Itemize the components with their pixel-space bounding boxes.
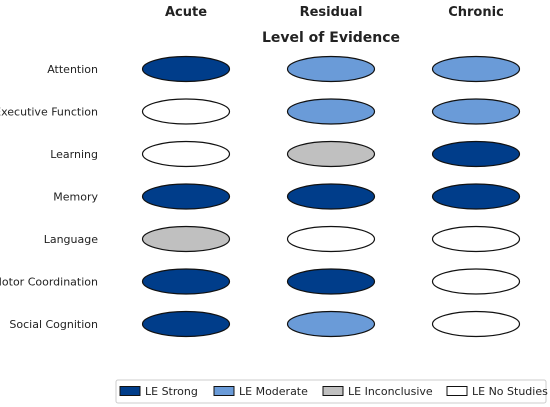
legend: LE Strong LE Moderate LE Inconclusive LE No… — [115, 379, 548, 404]
legend-swatch — [119, 386, 141, 396]
legend-label: LE Strong — [145, 385, 198, 398]
evidence-cell — [431, 268, 521, 295]
evidence-cell — [286, 310, 376, 338]
column-header-chronic: Chronic — [448, 5, 504, 20]
evidence-cell — [286, 98, 376, 125]
legend-swatch — [322, 386, 344, 396]
evidence-cell — [141, 310, 231, 338]
evidence-cell — [141, 183, 231, 210]
evidence-cell — [286, 183, 376, 210]
column-header-acute: Acute — [165, 5, 207, 20]
evidence-cell — [431, 310, 521, 338]
column-headers: Acute Residual Chronic — [165, 5, 504, 20]
row-label: Motor Coordination — [0, 276, 98, 289]
row-labels: Attention Executive Function Learning Memor… — [0, 63, 98, 331]
legend-swatch — [446, 386, 468, 396]
evidence-cell — [431, 98, 521, 125]
column-header-residual: Residual — [300, 5, 363, 20]
evidence-cell — [141, 268, 231, 295]
legend-label: LE No Studies — [472, 385, 548, 398]
evidence-cells — [141, 55, 521, 338]
chart-title: Level of Evidence — [262, 30, 400, 46]
legend-label: LE Inconclusive — [348, 385, 433, 398]
evidence-cell — [286, 55, 376, 83]
legend-label: LE Moderate — [239, 385, 308, 398]
row-label: Language — [44, 233, 99, 246]
evidence-cell — [286, 225, 376, 253]
legend-swatch — [213, 386, 235, 396]
evidence-cell — [431, 225, 521, 253]
evidence-cell — [286, 140, 376, 168]
evidence-cell — [431, 140, 521, 168]
evidence-cell — [141, 55, 231, 83]
row-label: Memory — [53, 191, 98, 204]
evidence-cell — [286, 268, 376, 295]
evidence-cell — [431, 55, 521, 83]
row-label: Executive Function — [0, 106, 98, 119]
evidence-cell — [431, 183, 521, 210]
evidence-cell — [141, 98, 231, 125]
evidence-cell — [141, 225, 231, 253]
evidence-cell — [141, 140, 231, 168]
row-label: Social Cognition — [9, 318, 98, 331]
row-label: Attention — [47, 63, 98, 76]
row-label: Learning — [50, 148, 98, 161]
